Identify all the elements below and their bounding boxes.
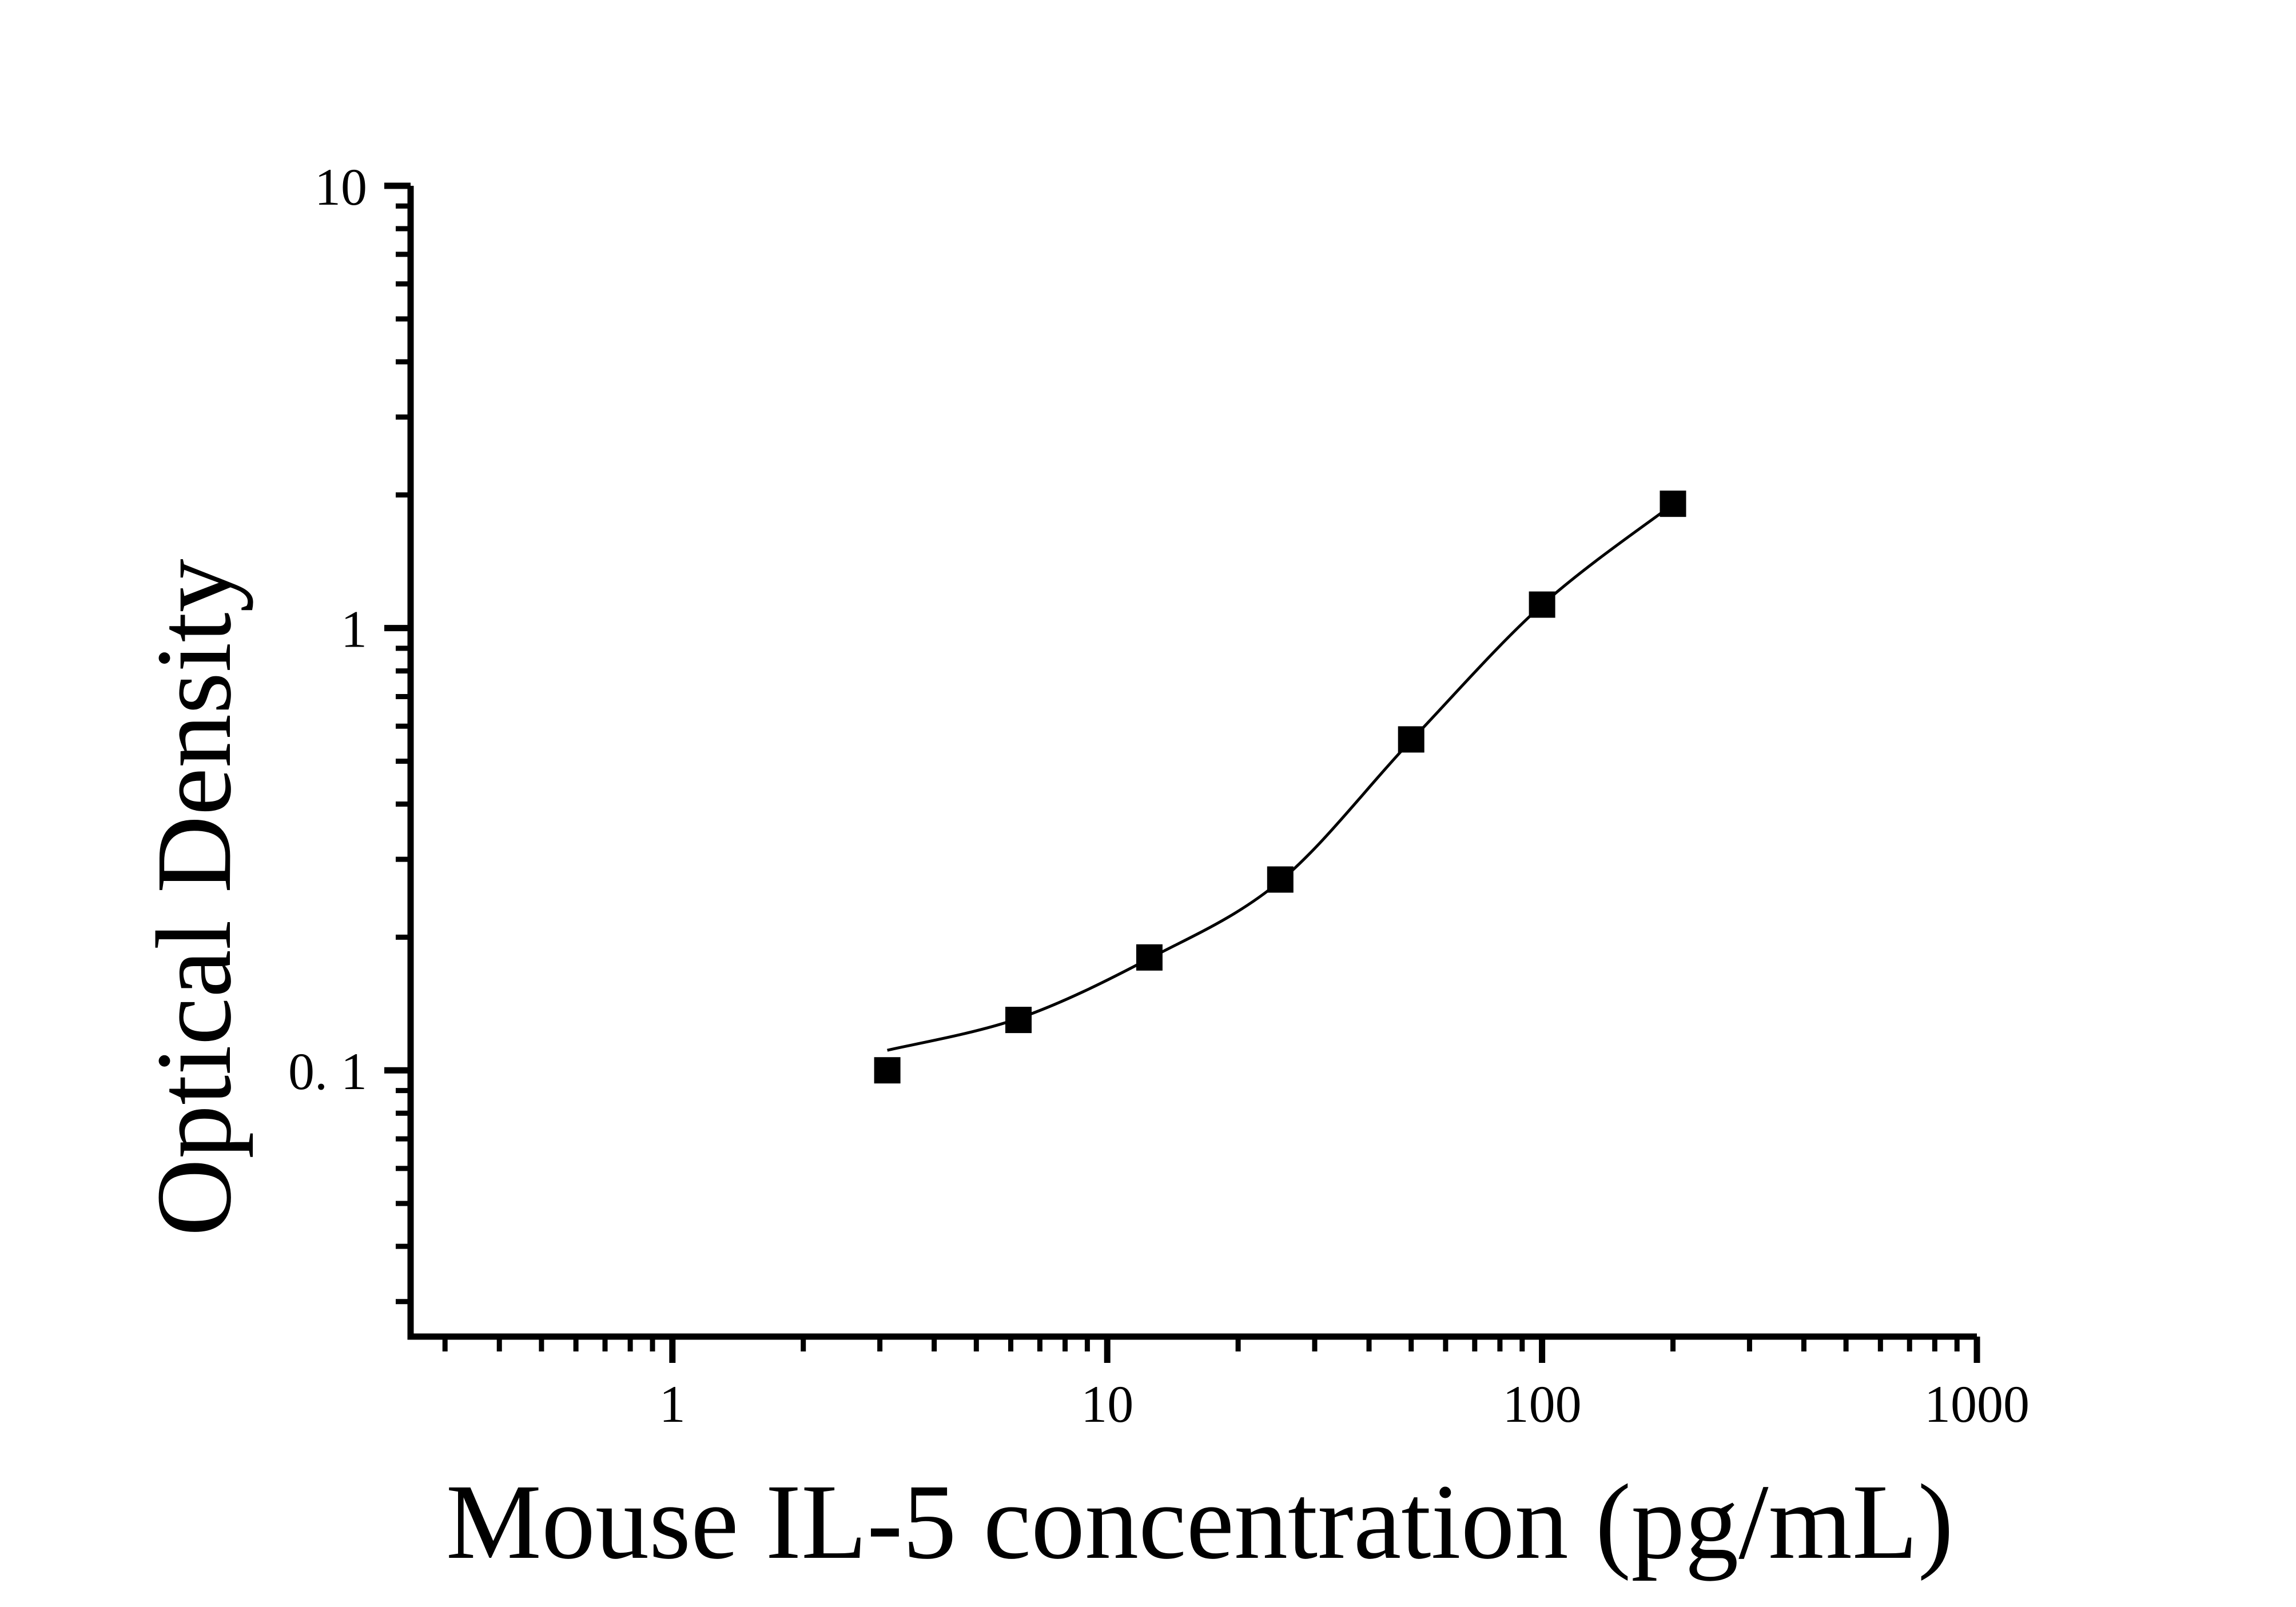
data-point-marker [1660, 491, 1686, 517]
tick-labels-layer: 1 10 100 1000 10 1 0. 1 [288, 158, 2030, 1433]
y-axis-tick-label: 1 [341, 600, 367, 659]
y-axis-title: Optical Density [134, 559, 253, 1236]
x-axis-title: Mouse IL-5 concentration (pg/mL) [446, 1462, 1953, 1581]
fit-curve-line [887, 503, 1674, 1052]
y-axis-tick-label: 0. 1 [288, 1042, 367, 1100]
data-point-marker [1267, 866, 1294, 893]
axis-lines [407, 186, 1977, 1340]
data-point-marker [1529, 591, 1555, 618]
data-point-marker [874, 1057, 901, 1084]
y-axis-tick-label: 10 [315, 158, 367, 216]
x-axis-tick-label: 1000 [1924, 1375, 2030, 1433]
x-axis-tick-label: 100 [1503, 1375, 1582, 1433]
x-axis-tick-label: 1 [659, 1375, 686, 1433]
data-point-marker [1398, 726, 1424, 753]
ticks-layer [384, 182, 1980, 1363]
data-point-marker [1136, 944, 1163, 971]
data-point-marker [1005, 1007, 1032, 1034]
data-points-layer [874, 491, 1686, 1084]
axes-layer [407, 186, 1977, 1340]
x-axis-tick-label: 10 [1081, 1375, 1133, 1433]
